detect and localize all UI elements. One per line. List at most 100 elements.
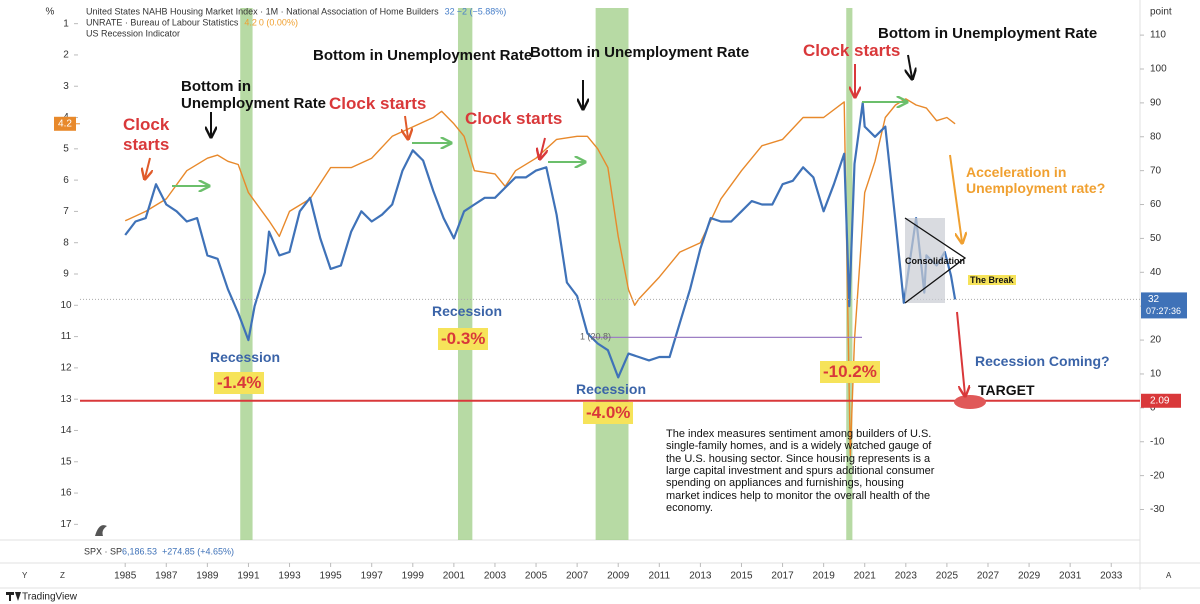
y2-tick-label: 10 bbox=[1150, 369, 1162, 380]
series-line bbox=[124, 98, 956, 457]
left-tag-label: 4.2 bbox=[58, 118, 72, 129]
x-tick-label: 2013 bbox=[689, 571, 712, 582]
y-tick-label: 13 bbox=[60, 394, 72, 405]
x-tick-label: 1995 bbox=[319, 571, 342, 582]
annotation: -1.4% bbox=[214, 372, 265, 394]
y2-tick-label: 80 bbox=[1150, 131, 1162, 142]
y2-tick-label: -20 bbox=[1150, 470, 1165, 481]
left-tag bbox=[54, 116, 76, 131]
arrows bbox=[145, 54, 965, 395]
left-unit: % bbox=[46, 7, 55, 18]
x-tick-label: 2005 bbox=[525, 571, 548, 582]
series-line bbox=[124, 101, 957, 379]
x-tick-label: 2007 bbox=[566, 571, 589, 582]
current-tag bbox=[1141, 292, 1187, 319]
annotation: Bottom in Unemployment Rate bbox=[878, 25, 1098, 42]
x-tick-label: 1999 bbox=[402, 571, 425, 582]
y2-tick-label: 90 bbox=[1150, 98, 1162, 109]
y-tick-label: 3 bbox=[63, 81, 69, 92]
x-tick-label: 2009 bbox=[607, 571, 630, 582]
annotation: Clock starts bbox=[329, 94, 427, 113]
x-tick-label: 2021 bbox=[854, 571, 877, 582]
x-tick-label: 1989 bbox=[196, 571, 219, 582]
y-tick-label: 12 bbox=[60, 363, 72, 374]
annotation: Clock starts bbox=[465, 109, 563, 128]
annotation: Acceleration in Unemployment rate? bbox=[966, 164, 1106, 197]
x-tick-label: 2019 bbox=[813, 571, 836, 582]
y2-tick-label: 100 bbox=[1150, 64, 1167, 75]
recession-band bbox=[595, 8, 629, 540]
y-tick-label: 7 bbox=[63, 206, 69, 217]
annotation: -4.0% bbox=[583, 402, 634, 424]
recession-band bbox=[457, 8, 473, 540]
current-tag-time: 07:27:36 bbox=[1146, 306, 1181, 316]
arrow bbox=[956, 311, 965, 395]
legend-value: 32 bbox=[445, 6, 455, 16]
x-tick-label: 2031 bbox=[1059, 571, 1082, 582]
annotation: Consolidation bbox=[905, 256, 965, 266]
x-tick-label: 1987 bbox=[155, 571, 178, 582]
y2-tick-label: 20 bbox=[1150, 335, 1162, 346]
footer-letter: A bbox=[1166, 571, 1172, 580]
y-tick-label: 2 bbox=[63, 50, 69, 61]
arrow bbox=[405, 115, 408, 138]
x-tick-label: 2017 bbox=[771, 571, 794, 582]
consolidation-box bbox=[905, 218, 945, 303]
x-tick-label: 2015 bbox=[730, 571, 753, 582]
annotation: Recession bbox=[210, 349, 281, 365]
legend-text: US Recession Indicator bbox=[86, 28, 180, 38]
annotation: -0.3% bbox=[438, 328, 489, 350]
arrow bbox=[540, 137, 545, 158]
y2-tick-label: 60 bbox=[1150, 199, 1162, 210]
x-tick-label: 2001 bbox=[443, 571, 466, 582]
x-tick-label: 2029 bbox=[1018, 571, 1041, 582]
y-tick-label: 15 bbox=[60, 456, 72, 467]
x-tick-label: 2003 bbox=[484, 571, 507, 582]
footer-letter: Z bbox=[60, 571, 65, 580]
y2-tick-label: -10 bbox=[1150, 436, 1165, 447]
brand: TradingView bbox=[22, 592, 78, 603]
annotation: Recession bbox=[576, 381, 647, 397]
target-blob bbox=[954, 395, 986, 409]
x-tick-label: 2023 bbox=[895, 571, 918, 582]
annotation: Recession bbox=[432, 303, 503, 319]
right-unit: point bbox=[1150, 7, 1172, 18]
x-tick-label: 2011 bbox=[649, 571, 671, 582]
target-tag-label: 2.09 bbox=[1150, 395, 1170, 406]
x-tick-label: 1991 bbox=[237, 571, 260, 582]
y2-tick-label: 40 bbox=[1150, 267, 1162, 278]
arrow bbox=[908, 54, 912, 78]
legend-text: UNRATE · Bureau of Labour Statistics bbox=[86, 17, 239, 27]
target-tag bbox=[1141, 393, 1181, 408]
spx-change: +274.85 (+4.65%) bbox=[162, 546, 234, 556]
y-tick-label: 9 bbox=[63, 269, 69, 280]
y2-tick-label: -30 bbox=[1150, 504, 1165, 515]
annotation: Clock starts bbox=[123, 115, 170, 154]
annotation: Clock starts bbox=[803, 41, 901, 60]
legend-value: 4.2 bbox=[244, 17, 257, 27]
y-tick-label: 1 bbox=[63, 18, 69, 29]
recession-band bbox=[240, 8, 253, 540]
y-tick-label: 5 bbox=[63, 143, 69, 154]
annotation: -10.2% bbox=[820, 361, 880, 383]
annotation: The Break bbox=[968, 275, 1016, 286]
arrow bbox=[145, 157, 150, 178]
y-tick-label: 8 bbox=[63, 237, 69, 248]
dino-icon bbox=[95, 525, 107, 536]
y2-tick-label: 110 bbox=[1150, 30, 1166, 41]
x-tick-label: 2027 bbox=[977, 571, 1000, 582]
x-tick-label: 1993 bbox=[278, 571, 301, 582]
y-tick-label: 6 bbox=[63, 175, 69, 186]
x-tick-label: 2025 bbox=[936, 571, 959, 582]
arrow bbox=[949, 154, 962, 242]
spx-price: 6,186.53 bbox=[122, 546, 157, 556]
footer-letter: Y bbox=[22, 571, 28, 580]
y-tick-label: 10 bbox=[60, 300, 72, 311]
y2-tick-label: 0 bbox=[1150, 402, 1156, 413]
y2-tick-label: 50 bbox=[1150, 233, 1162, 244]
annotation: The index measures sentiment among build… bbox=[666, 428, 935, 514]
x-tick-label: 1997 bbox=[361, 571, 384, 582]
spx-symbol: SPX · SP bbox=[84, 546, 122, 556]
